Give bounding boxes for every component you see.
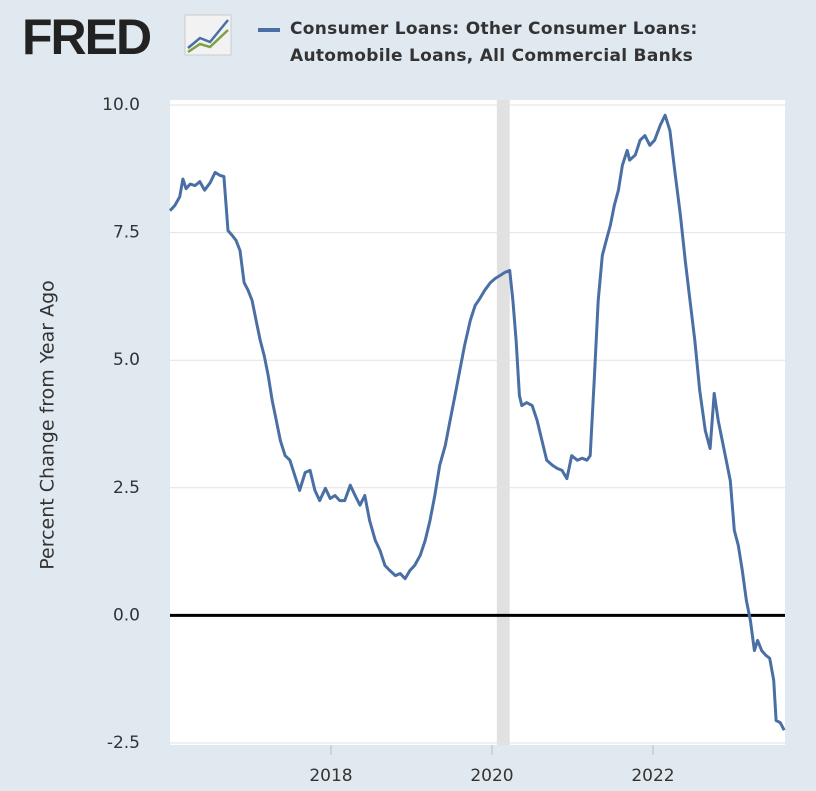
y-tick-label: -2.5 [107,733,140,753]
y-tick-label: 2.5 [113,478,140,498]
recession-shading [496,100,510,745]
y-tick-label: 10.0 [102,95,140,115]
logo-icon [184,14,232,56]
logo: FRED [22,9,152,65]
y-tick-label: 0.0 [113,605,140,625]
legend-entry: Consumer Loans: Other Consumer Loans: Au… [290,19,698,66]
plot-area [170,100,785,745]
y-tick-label: 5.0 [113,350,140,370]
x-tick-label: 2020 [470,766,513,786]
x-tick-label: 2018 [309,766,352,786]
y-tick-label: 7.5 [113,223,140,243]
x-tick-label: 2022 [631,766,674,786]
y-axis-label: Percent Change from Year Ago [37,280,59,570]
data-line [168,113,786,731]
